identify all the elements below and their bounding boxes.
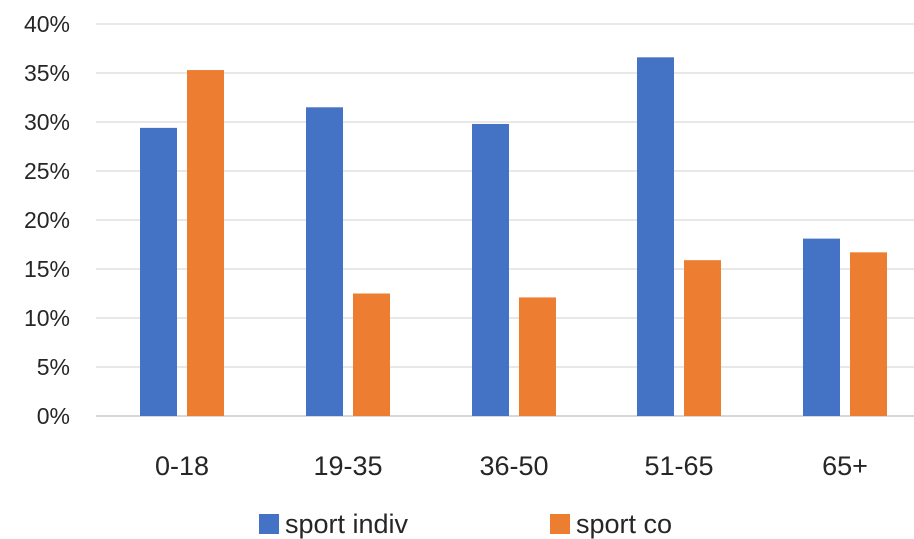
bar-sport-indiv-0-18: [140, 127, 177, 416]
y-tick-label: 40%: [24, 11, 70, 37]
y-tick-label: 20%: [24, 207, 70, 233]
y-tick-label: 15%: [24, 256, 70, 282]
x-tick-label: 0-18: [155, 451, 209, 481]
y-tick-label: 30%: [24, 109, 70, 135]
bar-sport-indiv-19-35: [306, 107, 343, 417]
y-tick-label: 5%: [37, 354, 70, 380]
x-tick-label: 65+: [822, 451, 868, 481]
bar-sport-co-36-50: [519, 297, 556, 416]
y-axis: 0% 5% 10% 15% 20% 25% 30% 35% 40%: [24, 11, 70, 429]
legend-swatch: [550, 514, 570, 534]
legend-swatch: [259, 514, 279, 534]
y-tick-label: 0%: [37, 403, 70, 429]
legend-label: sport indiv: [285, 509, 409, 539]
bar-sport-indiv-51-65: [637, 57, 674, 416]
legend-label: sport co: [576, 509, 672, 539]
x-axis: 0-18 19-35 36-50 51-65 65+: [155, 451, 868, 481]
y-tick-label: 25%: [24, 158, 70, 184]
y-tick-label: 35%: [24, 60, 70, 86]
bar-sport-co-19-35: [353, 293, 390, 416]
bars: [140, 57, 887, 417]
bar-sport-co-0-18: [187, 70, 224, 416]
x-tick-label: 51-65: [644, 451, 713, 481]
bar-sport-indiv-36-50: [472, 123, 509, 417]
bar-sport-co-51-65: [684, 260, 721, 416]
x-tick-label: 19-35: [313, 451, 382, 481]
bar-sport-co-65+: [850, 252, 887, 416]
x-tick-label: 36-50: [479, 451, 548, 481]
legend: sport indiv sport co: [259, 509, 672, 539]
y-tick-label: 10%: [24, 305, 70, 331]
bar-sport-indiv-65+: [803, 238, 840, 416]
